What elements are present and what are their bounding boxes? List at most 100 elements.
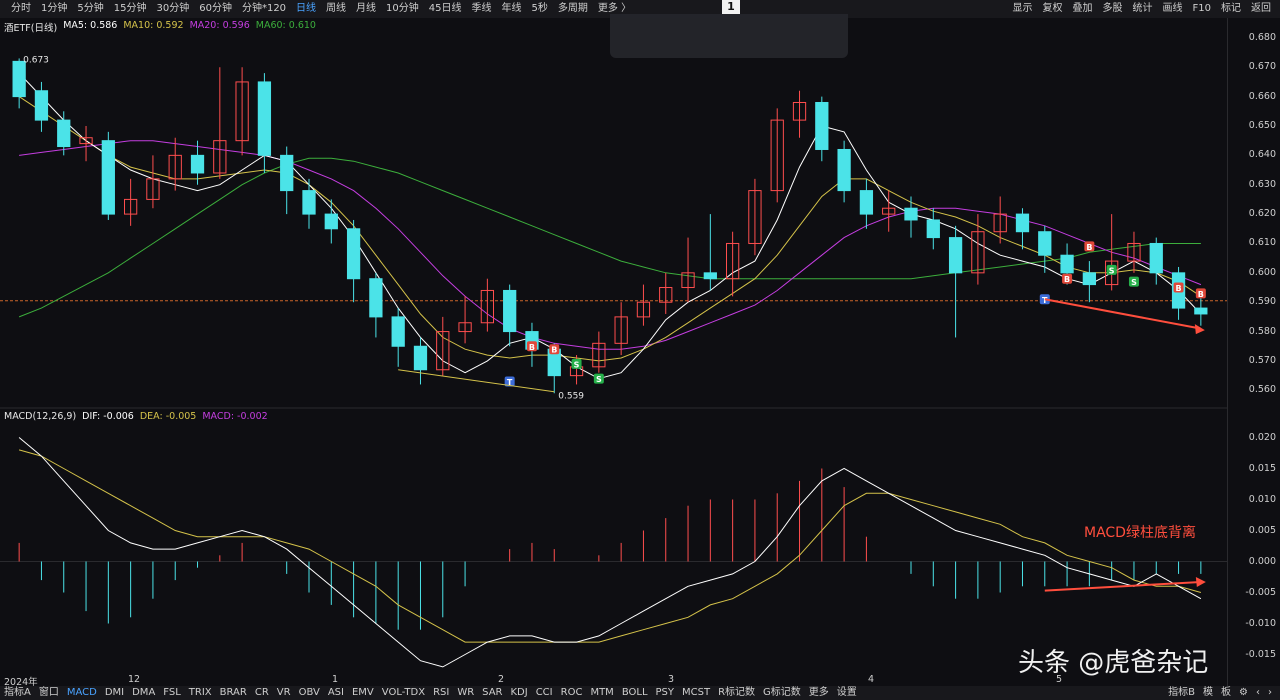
- sell-marker: [1128, 276, 1139, 287]
- toolbar-tool-button[interactable]: 返回: [1251, 3, 1271, 14]
- indicator-tab[interactable]: DMA: [132, 687, 156, 698]
- indicator-tab[interactable]: SAR: [482, 687, 503, 698]
- buy-marker-label: B: [1064, 275, 1070, 284]
- period-tab[interactable]: 月线: [356, 3, 377, 14]
- x-axis-label: 5: [1056, 674, 1063, 685]
- period-tab[interactable]: 45日线: [428, 3, 462, 14]
- period-tab[interactable]: 分时: [11, 3, 31, 14]
- page-badge[interactable]: 1: [722, 0, 740, 14]
- indicator-tab[interactable]: TRIX: [188, 687, 212, 698]
- candle-body: [480, 289, 495, 324]
- indicator-tab[interactable]: FSL: [163, 687, 181, 698]
- indicator-tab[interactable]: 更多: [808, 687, 829, 698]
- toolbar-tool-button[interactable]: 统计: [1132, 3, 1153, 14]
- sell-marker: [571, 358, 582, 369]
- indicator-tab[interactable]: BRAR: [219, 687, 247, 698]
- indicator-tab[interactable]: R标记数: [718, 687, 756, 698]
- indicator-tab[interactable]: DMI: [104, 687, 125, 698]
- period-tab[interactable]: 分钟*120: [241, 3, 287, 14]
- toolbar-tool-button[interactable]: F10: [1192, 3, 1211, 14]
- bottom-right-control[interactable]: ‹: [1256, 687, 1260, 698]
- indicator-tab[interactable]: WR: [457, 687, 475, 698]
- buy-marker-label: B: [1198, 290, 1204, 299]
- indicator-tab[interactable]: MTM: [590, 687, 614, 698]
- indicator-tab[interactable]: RSI: [433, 687, 450, 698]
- toolbar-tool-button[interactable]: 叠加: [1072, 3, 1093, 14]
- price-tick: 0.560: [1248, 384, 1276, 396]
- period-tab[interactable]: 周线: [326, 3, 347, 14]
- candle-body: [748, 190, 762, 244]
- indicator-tab[interactable]: VOL-TDX: [381, 687, 426, 698]
- indicator-tab[interactable]: VR: [276, 687, 291, 698]
- indicator-tab[interactable]: ROC: [560, 687, 583, 698]
- toolbar-tool-button[interactable]: 显示: [1012, 3, 1033, 14]
- bottom-right-control[interactable]: 模: [1203, 687, 1214, 698]
- toolbar-tool-button[interactable]: 复权: [1042, 3, 1063, 14]
- indicator-tab[interactable]: CR: [254, 687, 269, 698]
- indicator-tab[interactable]: 设置: [836, 687, 857, 698]
- period-tab[interactable]: 5秒: [531, 3, 548, 14]
- candle-body: [168, 154, 182, 180]
- bottom-right-control[interactable]: 板: [1221, 687, 1232, 698]
- macd-arrow-head: [1195, 576, 1206, 587]
- candle-body: [614, 316, 628, 344]
- indicator-tab[interactable]: 指标A: [4, 687, 31, 698]
- candle-body: [770, 119, 784, 192]
- indicator-tab[interactable]: BOLL: [621, 687, 648, 698]
- indicator-tab[interactable]: G标记数: [763, 687, 801, 698]
- candle-body: [859, 190, 874, 215]
- indicator-tab[interactable]: EMV: [351, 687, 374, 698]
- period-tab[interactable]: 10分钟: [386, 3, 419, 14]
- candle-body: [436, 331, 450, 371]
- period-tab[interactable]: 更多 〉: [597, 3, 632, 14]
- period-tab[interactable]: 30分钟: [156, 3, 190, 14]
- period-tab[interactable]: 日线: [296, 3, 317, 14]
- price-tick: 0.590: [1248, 296, 1276, 308]
- period-tab[interactable]: 多周期: [557, 3, 588, 14]
- indicator-tab[interactable]: CCI: [535, 687, 553, 698]
- candle-body: [1105, 260, 1119, 286]
- sell-marker: [593, 373, 604, 384]
- period-tab[interactable]: 1分钟: [41, 3, 68, 14]
- period-tab[interactable]: 季线: [471, 3, 492, 14]
- period-tab[interactable]: 年线: [501, 3, 522, 14]
- t-marker-label: T: [507, 378, 513, 387]
- indicator-tab[interactable]: KDJ: [510, 687, 528, 698]
- period-tab[interactable]: 60分钟: [199, 3, 232, 14]
- macd-tick: 0.010: [1248, 493, 1276, 505]
- indicator-tab[interactable]: OBV: [298, 687, 320, 698]
- indicator-tab[interactable]: MACD: [66, 687, 97, 698]
- macd-divergence-arrow: [1044, 580, 1201, 592]
- indicator-tab[interactable]: PSY: [655, 687, 675, 698]
- indicator-tab[interactable]: ASI: [327, 687, 344, 698]
- candle-body: [391, 316, 405, 347]
- candle-body: [1149, 242, 1163, 274]
- toolbar-tool-button[interactable]: 多股: [1102, 3, 1123, 14]
- candle-body: [926, 219, 940, 239]
- buy-marker-label: B: [551, 346, 557, 355]
- buy-marker: [1084, 241, 1095, 252]
- ma20-label: MA20: 0.596: [189, 20, 250, 31]
- bottom-right-control[interactable]: 指标B: [1168, 687, 1196, 698]
- candle-body: [413, 345, 428, 371]
- macd-tick: -0.005: [1245, 586, 1276, 598]
- bottom-right-control[interactable]: ›: [1268, 687, 1272, 698]
- toolbar-tool-button[interactable]: 画线: [1162, 3, 1183, 14]
- ma60-label: MA60: 0.610: [255, 20, 316, 31]
- toolbar-tool-button[interactable]: 标记: [1221, 3, 1241, 14]
- macd-value-label: MACD: -0.002: [202, 411, 268, 422]
- high-price-label: 0.673: [23, 55, 49, 65]
- indicator-tab[interactable]: MCST: [682, 687, 711, 698]
- dif-line: [18, 437, 1202, 668]
- candle-body: [703, 272, 717, 280]
- indicator-tab[interactable]: 窗口: [38, 687, 59, 698]
- buy-marker: [1173, 282, 1184, 293]
- candle-body: [681, 272, 695, 289]
- candle-body: [792, 101, 807, 121]
- bottom-right-control[interactable]: ⚙: [1239, 687, 1248, 698]
- period-tab[interactable]: 5分钟: [77, 3, 104, 14]
- candle-body: [101, 140, 115, 215]
- sell-marker-label: S: [596, 375, 602, 384]
- period-tab[interactable]: 15分钟: [113, 3, 147, 14]
